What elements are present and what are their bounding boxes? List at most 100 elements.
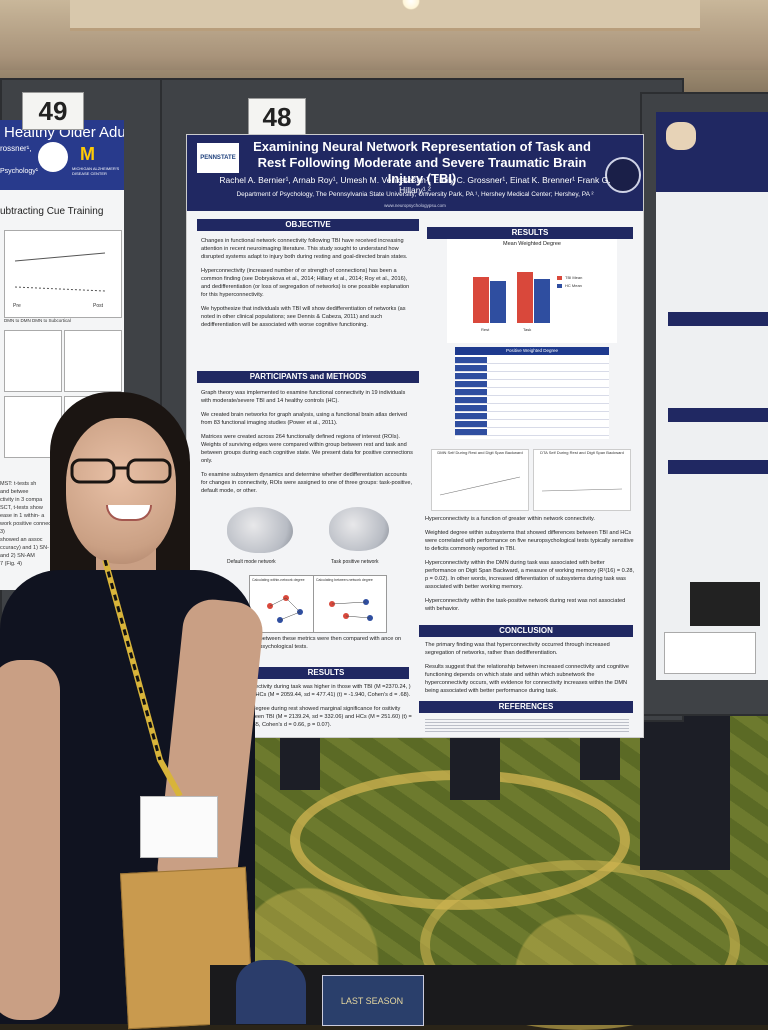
poster-department: Department of Psychology, The Pennsylvan… (236, 191, 594, 198)
category-label-task: Task (523, 327, 532, 332)
presenter-face (66, 418, 176, 564)
results-right-text: Hyperconnectivity is a function of great… (425, 515, 635, 619)
body-line: ccuracy) and 1) SN- (0, 545, 49, 551)
line-graph-svg (14, 252, 106, 292)
network-label-within: Calculating within-network degree (252, 578, 305, 582)
results-left-line: ted degree during rest showed marginal s… (243, 706, 412, 728)
scatter-plot (4, 330, 62, 392)
ceiling-light (402, 0, 420, 10)
body-line: SCT, t-tests show (0, 505, 43, 511)
objective-heading: OBJECTIVE (197, 219, 419, 231)
between-network-diagram: Calculating between-network degree (313, 575, 387, 633)
left-poster-authors: rossner¹, (0, 144, 32, 153)
network-graph-svg (329, 599, 373, 621)
default-mode-brain-image (227, 507, 293, 553)
legend-tbi: TBI Mean (565, 275, 583, 280)
dta-scatter-chart: DTA Self During Rest and Digit Span Back… (533, 449, 631, 511)
left-poster-subtitle: ubtracting Cue Training (0, 206, 104, 217)
foreground-item (236, 960, 306, 1024)
results-bullet: Weighted degree within subsystems that s… (425, 530, 634, 552)
right-poster-section-bar (668, 312, 768, 326)
scatter-plot (64, 330, 122, 392)
poster-title: Examining Neural Network Representation … (253, 139, 591, 186)
methods-bullet: To examine subsystem dynamics and determ… (201, 472, 413, 494)
left-poster-body: MST: t-tests sh and betwee ctivity in 3 … (0, 480, 120, 568)
main-poster: PENNSTATE Examining Neural Network Repre… (186, 134, 644, 738)
body-line: and 2) SN-AM (0, 553, 35, 559)
bar-task-hc (534, 279, 550, 323)
methods-bullet: Graph theory was implemented to examine … (201, 390, 406, 404)
mini-chart-svg (541, 488, 623, 492)
board-number-48: 48 (248, 98, 306, 138)
body-line: MST: t-tests sh (0, 481, 37, 487)
objective-text: Changes in functional network connectivi… (197, 231, 419, 357)
graph-caption: DMN to DMN DMN to Subcortical (4, 318, 71, 323)
presenter-arm (0, 660, 60, 1020)
results-heading: RESULTS (427, 227, 633, 239)
network-label-between: Calculating between-network degree (316, 578, 373, 582)
name-badge (140, 796, 218, 858)
body-line: 3) (0, 529, 5, 535)
left-poster-dept: Psychology¹ (0, 168, 39, 175)
poster-header: PENNSTATE Examining Neural Network Repre… (187, 135, 643, 211)
objective-bullet: Hyperconnectivity (increased number of o… (201, 268, 410, 298)
bar-task-tbi (517, 272, 533, 323)
results-bullet: Hyperconnectivity within the DMN during … (425, 560, 635, 590)
network-graph-svg (267, 595, 303, 623)
results-left-text: connectivity during task was higher in t… (243, 683, 413, 735)
table-row (455, 397, 609, 404)
table-row (455, 405, 609, 412)
table-row (455, 365, 609, 372)
brain-label-tpn: Task positive network (331, 559, 379, 565)
table-row (455, 373, 609, 380)
legend-swatch-hc (557, 284, 562, 288)
michigan-caption: MICHIGAN ALZHEIMER'S DISEASE CENTER (72, 166, 120, 176)
poster-website: www.neuropsychologypsu.com (384, 203, 446, 208)
person-legs (640, 700, 730, 870)
conclusion-bullet: Results suggest that the relationship be… (425, 664, 629, 694)
conclusion-heading: CONCLUSION (419, 625, 633, 637)
task-positive-brain-image (329, 507, 389, 551)
objective-bullet: We hypothesize that individuals with TBI… (201, 306, 406, 328)
body-line: ease in 1 within- a (0, 513, 45, 519)
table-row (455, 357, 609, 364)
table-row (455, 421, 609, 428)
bar-rest-tbi (473, 277, 489, 323)
table-row (455, 381, 609, 388)
bear-logo-icon (666, 122, 696, 150)
graph-label-post: Post (93, 303, 104, 309)
body-line: showed an assoc (0, 537, 43, 543)
body-line: and betwee (0, 489, 29, 495)
conclusion-text: The primary finding was that hyperconnec… (425, 641, 635, 701)
university-seal-icon (605, 157, 641, 193)
dmn-scatter-chart: DMN Self During Rest and Digit Span Back… (431, 449, 529, 511)
methods-bullet: Matrices were created across 264 functio… (201, 434, 413, 464)
results-left-line: connectivity during task was higher in t… (243, 684, 411, 698)
objective-bullet: Changes in functional network connectivi… (201, 238, 408, 260)
legend-swatch-tbi (557, 276, 562, 280)
glasses-icon (70, 458, 172, 484)
ceiling-panel (70, 0, 700, 31)
left-poster-header: Healthy Older Adults rossner¹, Psycholog… (0, 120, 124, 190)
brain-label-dmn: Default mode network (227, 559, 276, 565)
references-heading: REFERENCES (419, 701, 633, 713)
chart-plot-area (447, 239, 617, 343)
results-bullet: Hyperconnectivity is a function of great… (425, 516, 595, 522)
table-title: Positive Weighted Degree (455, 347, 609, 355)
right-poster-section-bar (668, 460, 768, 474)
methods-trailing: ships between these metrics were then co… (245, 636, 402, 650)
table-row (455, 429, 609, 436)
body-line: work positive connectiv (0, 521, 57, 527)
positive-weighted-degree-table: Positive Weighted Degree (455, 347, 609, 439)
results-bullet: Hyperconnectivity within the task-positi… (425, 598, 626, 612)
methods-heading: PARTICIPANTS and METHODS (197, 371, 419, 383)
poster-left-column: OBJECTIVE Changes in functional network … (197, 219, 419, 501)
legend-hc: HC Mean (565, 283, 582, 288)
michigan-logo: M (80, 144, 95, 164)
right-poster (656, 112, 768, 680)
brain-scan-image (690, 582, 760, 626)
table-row (455, 389, 609, 396)
graph-label-pre: Pre (13, 303, 21, 309)
conclusion-bullet: The primary finding was that hyperconnec… (425, 642, 610, 656)
right-poster-table (664, 632, 756, 674)
